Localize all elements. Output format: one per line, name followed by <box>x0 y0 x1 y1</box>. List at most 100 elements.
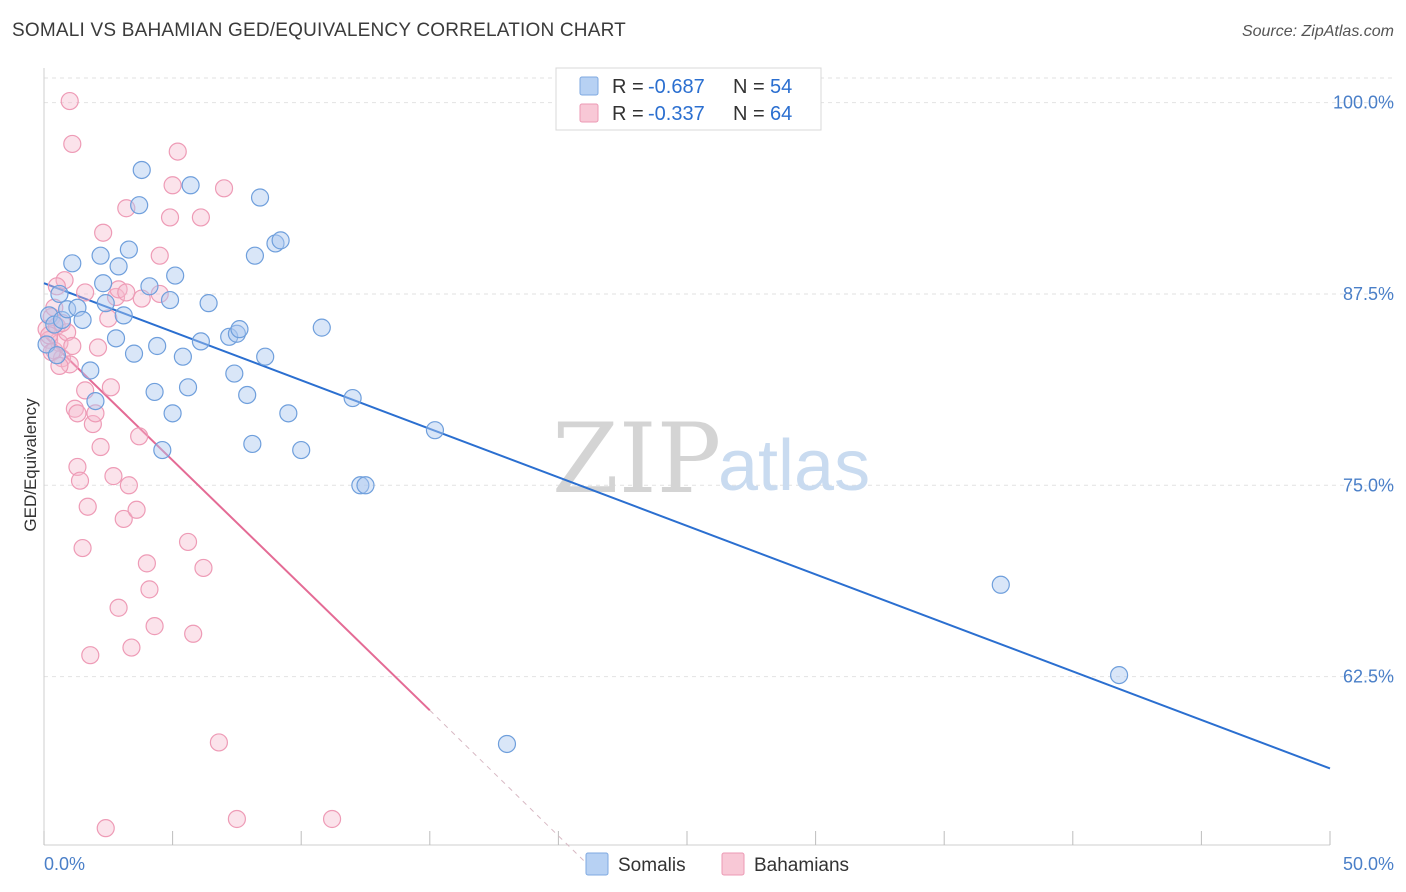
point-somalis-24 <box>148 336 167 356</box>
chart-title: SOMALI VS BAHAMIAN GED/EQUIVALENCY CORRE… <box>12 20 626 41</box>
y-tick-label-1: 87.5% <box>1343 284 1394 304</box>
point-bahamians-12 <box>68 404 87 423</box>
point-somalis-50 <box>356 476 375 495</box>
point-somalis-30 <box>178 378 198 397</box>
point-bahamians-34 <box>127 500 146 519</box>
point-bahamians-43 <box>163 176 182 195</box>
point-somalis-49 <box>351 476 370 495</box>
point-bahamians-50 <box>214 179 234 198</box>
point-bahamians-45 <box>178 532 198 552</box>
y-axis-title: GED/Equivalency <box>21 398 40 532</box>
point-bahamians-23 <box>94 223 113 242</box>
trendline-somalis <box>43 282 1331 770</box>
point-somalis-16 <box>109 257 128 276</box>
point-bahamians-15 <box>73 538 92 558</box>
point-somalis-17 <box>114 306 133 325</box>
point-bahamians-10 <box>63 336 82 356</box>
point-bahamians-33 <box>122 638 141 657</box>
point-bahamians-22 <box>91 437 110 457</box>
point-somalis-11 <box>86 391 105 411</box>
point-somalis-54 <box>1109 665 1129 685</box>
point-somalis-29 <box>173 347 192 366</box>
bottom-legend: Somalis Bahamians <box>585 852 849 876</box>
point-bahamians-54 <box>60 91 79 111</box>
point-bahamians-53 <box>63 134 82 154</box>
point-somalis-35 <box>225 364 244 383</box>
point-somalis-25 <box>153 440 172 460</box>
point-bahamians-51 <box>227 809 246 829</box>
y-tick-label-0: 100.0% <box>1333 93 1394 113</box>
legend-r-value-bahamians: -0.337 <box>648 103 705 125</box>
point-somalis-44 <box>271 231 290 250</box>
point-bahamians-19 <box>83 414 102 434</box>
point-somalis-48 <box>343 388 362 408</box>
legend-r-value-somalis: -0.687 <box>648 76 705 98</box>
x-tick-label-1: 50.0% <box>1343 854 1394 874</box>
point-bahamians-39 <box>145 617 164 636</box>
bottom-legend-swatch-bahamians <box>721 852 745 876</box>
point-bahamians-41 <box>150 246 169 265</box>
trendline-bahamians-extension <box>429 709 595 872</box>
point-bahamians-44 <box>168 142 187 161</box>
point-somalis-12 <box>91 246 110 265</box>
point-somalis-40 <box>245 246 265 265</box>
trendline-bahamians <box>43 334 431 712</box>
point-bahamians-35 <box>130 427 149 446</box>
point-bahamians-61 <box>117 283 136 302</box>
legend-n-label-somalis: N = <box>733 76 765 98</box>
point-somalis-47 <box>312 318 331 337</box>
point-bahamians-16 <box>76 283 95 302</box>
point-somalis-51 <box>425 421 445 440</box>
point-somalis-20 <box>130 196 149 215</box>
gridlines <box>44 77 1395 678</box>
point-somalis-22 <box>140 277 159 296</box>
point-somalis-27 <box>163 404 182 423</box>
legend-swatch-somalis <box>579 76 599 96</box>
bottom-legend-label-bahamians: Bahamians <box>754 855 849 876</box>
legend-box <box>555 67 822 131</box>
point-bahamians-42 <box>160 208 180 227</box>
point-somalis-37 <box>230 320 249 339</box>
point-somalis-5 <box>52 310 72 330</box>
point-bahamians-48 <box>194 558 213 578</box>
legend: R = -0.687 N = 54 R = -0.337 N = 64 <box>555 67 822 131</box>
point-somalis-38 <box>238 385 257 405</box>
point-somalis-10 <box>81 361 100 380</box>
point-somalis-33 <box>199 294 218 313</box>
point-bahamians-38 <box>140 580 159 599</box>
axes <box>43 68 1331 846</box>
point-somalis-18 <box>119 240 138 259</box>
point-somalis-41 <box>250 188 270 207</box>
point-bahamians-24 <box>96 819 115 838</box>
point-bahamians-14 <box>70 471 90 490</box>
legend-n-value-bahamians: 64 <box>770 103 792 125</box>
point-somalis-26 <box>160 290 180 310</box>
point-bahamians-32 <box>119 476 138 495</box>
point-somalis-14 <box>96 294 115 313</box>
legend-n-label-bahamians: N = <box>733 103 765 125</box>
trendlines <box>43 282 1331 872</box>
point-bahamians-21 <box>88 338 108 357</box>
point-somalis-31 <box>181 176 200 195</box>
point-bahamians-17 <box>78 497 97 516</box>
legend-r-label-bahamians: R = <box>612 103 644 125</box>
watermark-zip: ZIP <box>552 403 721 515</box>
point-somalis-7 <box>63 254 82 273</box>
point-somalis-19 <box>124 344 144 363</box>
tick-labels: 100.0% 87.5% 75.0% 62.5% 0.0% 50.0% <box>44 93 1394 874</box>
bottom-legend-swatch-somalis <box>585 852 609 876</box>
point-bahamians-29 <box>109 598 128 617</box>
legend-r-label-somalis: R = <box>612 76 644 98</box>
point-somalis-3 <box>47 346 66 365</box>
point-bahamians-27 <box>104 467 123 486</box>
point-bahamians-26 <box>101 378 120 397</box>
point-somalis-4 <box>50 284 69 304</box>
bottom-legend-label-somalis: Somalis <box>618 855 686 876</box>
point-bahamians-37 <box>137 554 156 573</box>
point-bahamians-46 <box>184 624 203 643</box>
point-bahamians-49 <box>209 733 228 752</box>
point-somalis-23 <box>145 382 164 402</box>
source-label: Source: ZipAtlas.com <box>1241 23 1394 40</box>
y-tick-label-2: 75.0% <box>1343 475 1394 495</box>
